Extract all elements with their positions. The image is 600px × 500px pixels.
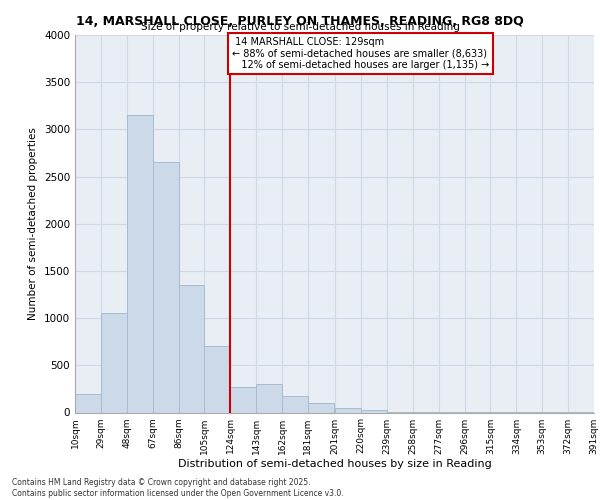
Bar <box>230 387 256 412</box>
X-axis label: Distribution of semi-detached houses by size in Reading: Distribution of semi-detached houses by … <box>178 460 491 469</box>
Bar <box>205 346 230 412</box>
Bar <box>179 285 205 412</box>
Bar <box>127 115 152 412</box>
Text: Size of property relative to semi-detached houses in Reading: Size of property relative to semi-detach… <box>140 22 460 32</box>
Bar <box>282 396 308 412</box>
Y-axis label: Number of semi-detached properties: Number of semi-detached properties <box>28 128 38 320</box>
Bar <box>308 403 334 412</box>
Text: 14, MARSHALL CLOSE, PURLEY ON THAMES, READING, RG8 8DQ: 14, MARSHALL CLOSE, PURLEY ON THAMES, RE… <box>76 15 524 28</box>
Bar <box>335 408 361 412</box>
Bar <box>75 394 101 412</box>
Bar <box>152 162 179 412</box>
Bar <box>256 384 282 412</box>
Text: Contains HM Land Registry data © Crown copyright and database right 2025.
Contai: Contains HM Land Registry data © Crown c… <box>12 478 344 498</box>
Text: 14 MARSHALL CLOSE: 129sqm
← 88% of semi-detached houses are smaller (8,633)
   1: 14 MARSHALL CLOSE: 129sqm ← 88% of semi-… <box>232 37 489 70</box>
Bar <box>361 410 387 412</box>
Bar <box>101 314 127 412</box>
